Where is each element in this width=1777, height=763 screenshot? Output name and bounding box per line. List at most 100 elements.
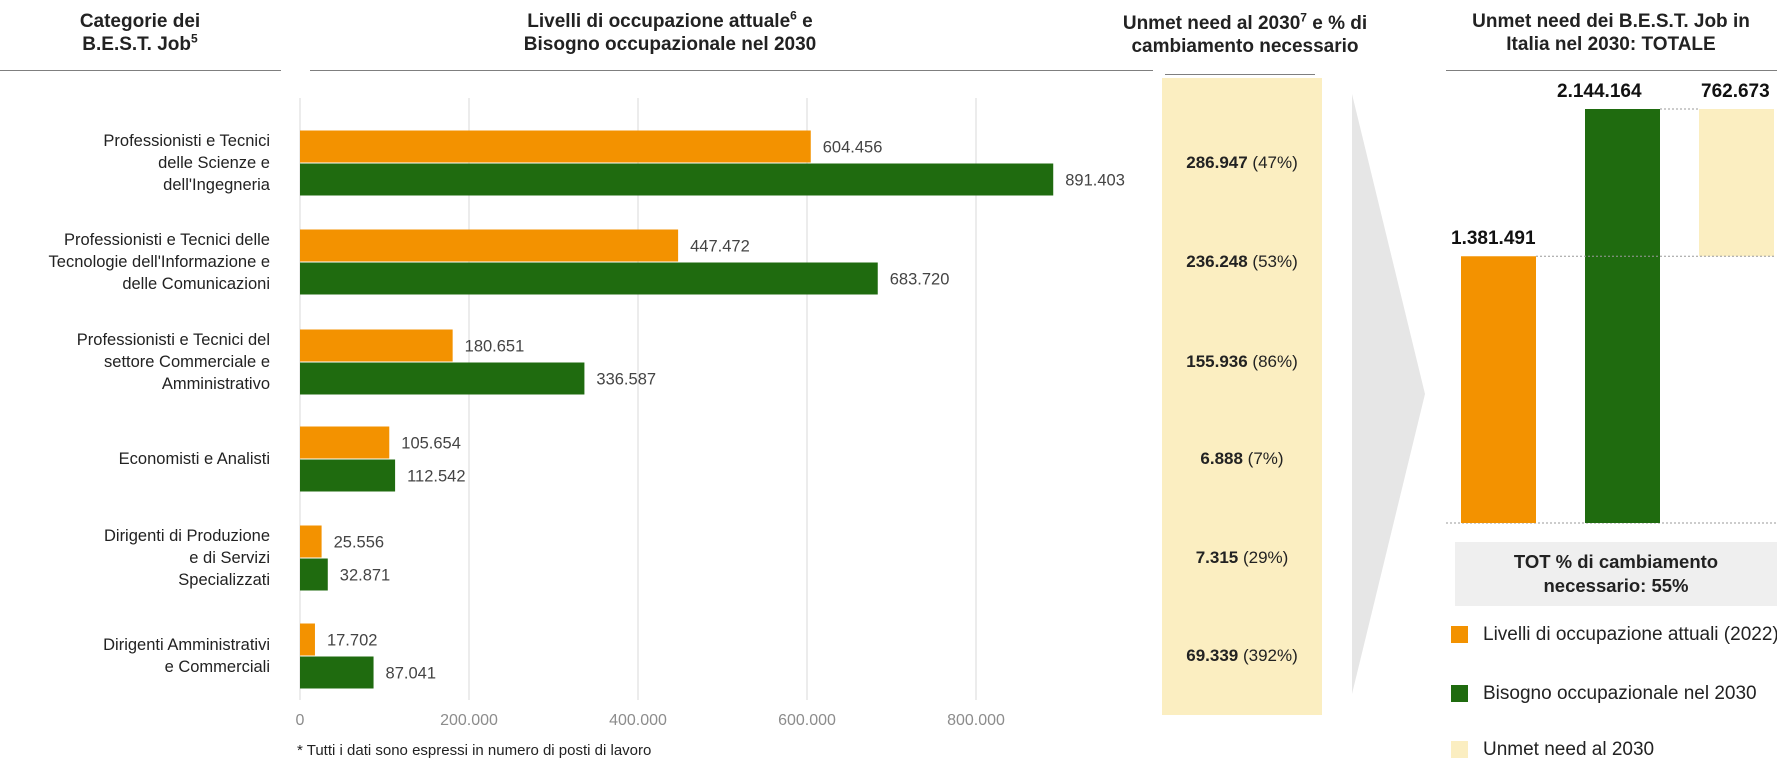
header-levels: Livelli di occupazione attuale6 e Bisogn… [420,10,920,56]
legend-swatch-need2030 [1451,685,1468,702]
waterfall-bar-need2030 [1585,109,1660,523]
category-label-line: Dirigenti Amministrativi [103,636,270,654]
category-label-line: settore Commerciale e [104,353,270,371]
category-label: Economisti e Analisti [0,448,270,470]
category-label-line: Tecnologie dell'Informazione e [48,253,270,271]
bar-label-current: 604.456 [823,139,883,157]
unmet-panel [1162,78,1322,715]
legend-item-unmet: Unmet need al 2030 [1451,737,1777,763]
header-total-rule [1446,70,1777,71]
bar-label-need2030: 683.720 [890,271,950,289]
bar-current [300,426,390,459]
header-total-line1: Unmet need dei B.E.S.T. Job in [1472,11,1750,32]
bar-label-current: 447.472 [690,238,750,256]
category-label: Professionisti e Tecnici del settore Comm… [0,329,270,395]
header-levels-line2: Bisogno occupazionale nel 2030 [523,34,817,55]
bar-need2030 [300,163,1054,196]
waterfall-value-label: 2.144.164 [1557,81,1642,102]
legend-item-need2030: Bisogno occupazionale nel 2030 [1451,681,1777,707]
category-label-line: dell'Ingegneria [163,176,270,194]
header-levels-line1-wrap: Livelli di occupazione attuale6 e [420,10,920,33]
unmet-value: 69.339 (392%) [1162,646,1322,666]
legend-swatch-current [1451,626,1468,643]
bar-label-need2030: 32.871 [340,567,390,585]
unmet-value: 236.248 (53%) [1162,252,1322,272]
bar-label-need2030: 87.041 [386,665,436,683]
header-levels-sup: 6 [790,8,797,23]
unmet-value: 286.947 (47%) [1162,153,1322,173]
category-label-line: Professionisti e Tecnici del [76,331,270,349]
header-categories-line1: Categorie dei [79,11,201,32]
funnel-shape [1352,94,1425,694]
category-label-line: delle Scienze e [158,154,270,172]
unmet-value-number: 6.888 [1200,449,1243,468]
category-label-line: Amministrativo [161,375,270,393]
category-label-line: Professionisti e Tecnici [103,132,270,150]
unmet-value-pct: (392%) [1238,646,1298,665]
bar-label-current: 180.651 [465,338,525,356]
bar-need2030 [300,262,878,295]
bar-current [300,623,315,656]
footnote: * Tutti i dati sono espressi in numero d… [297,742,652,759]
total-change-line2: necessario: 55% [1543,575,1689,596]
x-tick-label: 0 [296,712,305,729]
unmet-value-pct: (86%) [1247,352,1298,371]
total-change-line1: TOT % di cambiamento [1513,551,1719,572]
unmet-value: 6.888 (7%) [1162,449,1322,469]
header-unmet-line2: cambiamento necessario [1131,36,1359,57]
unmet-value-number: 236.248 [1186,252,1248,271]
bar-need2030 [300,558,328,591]
header-levels-line1-end: e [796,11,813,32]
header-total: Unmet need dei B.E.S.T. Job in Italia ne… [1445,10,1777,56]
x-tick-label: 600.000 [778,712,836,729]
bar-label-need2030: 336.587 [596,371,656,389]
unmet-value-number: 286.947 [1186,153,1248,172]
header-categories-line2: B.E.S.T. Job [82,34,192,55]
category-label: Dirigenti Amministrativi e Commerciali [0,634,270,678]
bar-current [300,329,453,362]
unmet-value: 155.936 (86%) [1162,352,1322,372]
bar-label-current: 105.654 [401,435,461,453]
bar-current [300,525,322,558]
header-levels-rule [310,70,1153,71]
category-label-line: Professionisti e Tecnici delle [63,231,270,249]
header-unmet-sup: 7 [1300,10,1307,25]
bar-need2030 [300,459,396,492]
legend-item-current: Livelli di occupazione attuali (2022) [1451,622,1777,648]
header-categories-rule [0,70,281,71]
waterfall-value-label: 762.673 [1701,81,1770,102]
category-label-line: delle Comunicazioni [122,275,270,293]
bar-current [300,130,811,163]
bar-need2030 [300,656,374,689]
category-label: Professionisti e Tecnici delle Tecnologie… [0,229,270,295]
unmet-value-number: 155.936 [1186,352,1248,371]
legend-swatch-unmet [1451,741,1468,758]
header-categories: Categorie dei B.E.S.T. Job5 [20,10,260,56]
bar-layer: 604.456 891.403 447.472 683.720 180.651 336.5… [300,130,1125,689]
waterfall-layer [1352,94,1777,694]
waterfall-value-label: 1.381.491 [1451,228,1536,250]
total-change-box: TOT % di cambiamento necessario: 55% [1455,542,1777,606]
category-label: Professionisti e Tecnici delle Scienze e d… [0,130,270,196]
legend-label-need2030: Bisogno occupazionale nel 2030 [1483,683,1757,704]
header-levels-line1: Livelli di occupazione attuale [527,11,791,32]
header-categories-sup: 5 [191,31,198,46]
unmet-value-number: 7.315 [1195,548,1239,567]
legend-label-current: Livelli di occupazione attuali (2022) [1483,624,1777,645]
x-tick-label: 400.000 [609,712,667,729]
x-tick-label: 800.000 [947,712,1005,729]
bar-current [300,229,679,262]
category-label-line: e Commerciali [164,658,270,676]
category-label-line: Dirigenti di Produzione [103,527,270,545]
bar-need2030 [300,362,585,395]
legend-label-unmet: Unmet need al 2030 [1483,739,1655,760]
category-label-line: e di Servizi [189,549,270,567]
waterfall-bar-unmet [1699,109,1774,257]
header-unmet-rule [1165,74,1315,75]
bar-label-need2030: 112.542 [407,468,465,486]
waterfall-bar-current [1461,256,1536,523]
header-unmet-line1: Unmet need al 2030 [1122,13,1301,34]
category-label-line: Specializzati [178,571,270,589]
grid-layer: 0 200.000 400.000 600.000 800.000 [296,98,1005,729]
unmet-value-pct: (7%) [1242,449,1284,468]
